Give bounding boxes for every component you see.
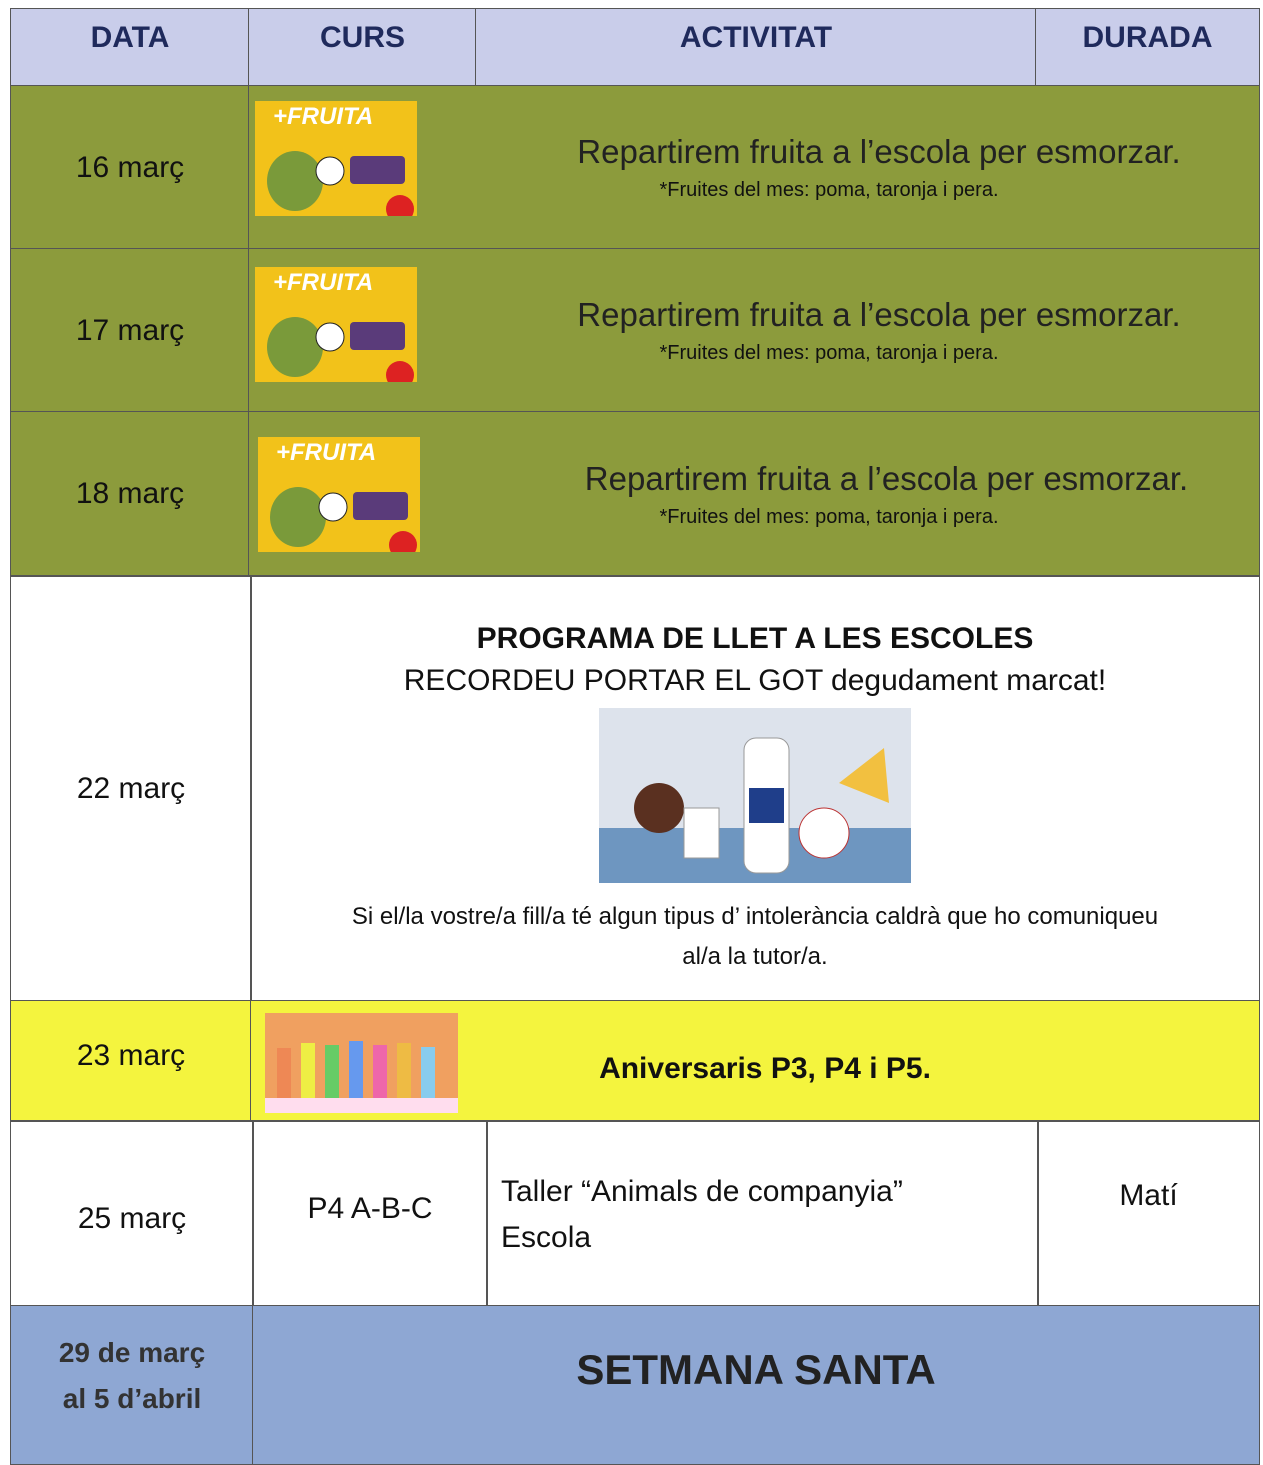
activity: SETMANA SANTA <box>576 1346 936 1393</box>
image-text: +FRUITA <box>273 269 374 296</box>
note: *Fruites del mes: poma, taronja i pera. <box>659 179 999 201</box>
date-cell: 17 març <box>10 248 250 413</box>
date-cell: 23 març <box>10 1000 252 1122</box>
activity-cell: SETMANA SANTA <box>252 1305 1260 1465</box>
note: Si el/la vostre/a fill/a té algun tipus … <box>351 903 1159 970</box>
note: *Fruites del mes: poma, taronja i pera. <box>659 342 999 364</box>
activity-cell: Taller “Animals de companyia” Escola <box>486 1120 1039 1307</box>
course-cell: P4 A-B-C <box>252 1120 488 1307</box>
date-line: 29 de març <box>58 1337 206 1368</box>
fruit-art <box>267 151 414 216</box>
image-text: +FRUITA <box>273 103 374 130</box>
header-cell: ACTIVITAT <box>475 8 1037 87</box>
header-cell: CURS <box>248 8 477 87</box>
fruit-image: +FRUITA <box>258 437 420 552</box>
activity-line: Taller “Animals de companyia” <box>501 1175 903 1208</box>
date-cell: 16 març <box>10 85 250 250</box>
title: PROGRAMA DE LLET A LES ESCOLES <box>476 622 1034 655</box>
activity: Repartirem fruita a l’escola per esmorza… <box>577 133 1181 170</box>
date-cell: 29 de març al 5 d’abril <box>10 1305 254 1465</box>
fruit-image: +FRUITA <box>255 267 417 382</box>
image-text: +FRUITA <box>276 439 377 466</box>
activity-cell: PROGRAMA DE LLET A LES ESCOLES RECORDEU … <box>250 575 1260 1002</box>
duration-cell: Matí <box>1037 1120 1260 1307</box>
birthday-image <box>265 1013 458 1113</box>
activity: Repartirem fruita a l’escola per esmorza… <box>577 296 1181 333</box>
date-cell: 25 març <box>10 1120 254 1307</box>
note: *Fruites del mes: poma, taronja i pera. <box>659 505 999 528</box>
activity: Repartirem fruita a l’escola per esmorza… <box>584 459 1189 497</box>
date-cell: 18 març <box>10 411 250 577</box>
fruit-art <box>267 317 414 382</box>
fruit-art <box>270 487 417 552</box>
date-line: al 5 d’abril <box>62 1383 202 1414</box>
activity-line: Escola <box>501 1221 592 1254</box>
activity: Aniversaris P3, P4 i P5. <box>599 1052 931 1085</box>
header-cell: DURADA <box>1035 8 1260 87</box>
date-cell: 22 març <box>10 575 252 1002</box>
milk-image <box>599 708 911 883</box>
fruit-image: +FRUITA <box>255 101 417 216</box>
subtitle: RECORDEU PORTAR EL GOT degudament marcat… <box>403 664 1107 697</box>
header-cell: DATA <box>10 8 250 87</box>
